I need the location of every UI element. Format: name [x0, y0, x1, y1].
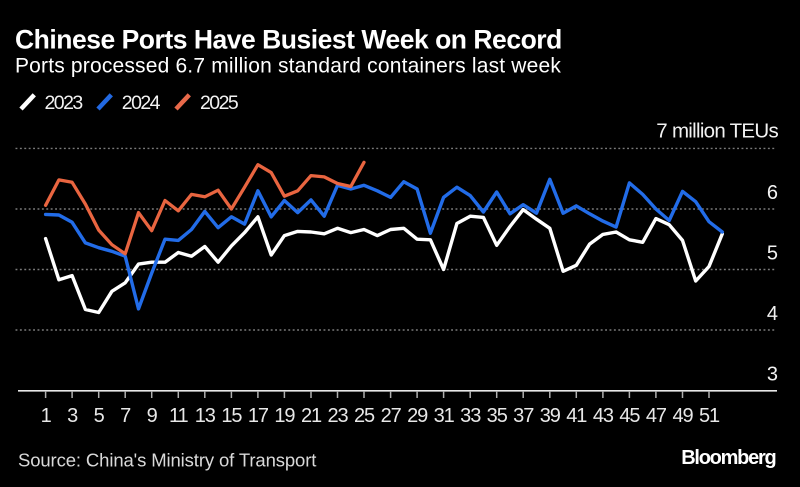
svg-text:Chinese Ports Have Busiest Wee: Chinese Ports Have Busiest Week on Recor…: [15, 25, 562, 55]
svg-text:Bloomberg: Bloomberg: [681, 447, 775, 469]
svg-text:35: 35: [487, 405, 508, 427]
svg-text:49: 49: [672, 405, 693, 427]
svg-text:33: 33: [460, 405, 481, 427]
svg-text:2025: 2025: [200, 92, 239, 114]
svg-text:41: 41: [566, 405, 587, 427]
svg-text:37: 37: [513, 405, 534, 427]
svg-text:13: 13: [195, 405, 216, 427]
svg-text:39: 39: [540, 405, 561, 427]
svg-text:43: 43: [593, 405, 614, 427]
svg-text:17: 17: [248, 405, 269, 427]
svg-text:27: 27: [381, 405, 402, 427]
svg-text:51: 51: [699, 405, 720, 427]
svg-text:23: 23: [327, 405, 348, 427]
svg-text:3: 3: [67, 405, 78, 427]
svg-text:Source: China's Ministry of Tr: Source: China's Ministry of Transport: [18, 450, 316, 471]
svg-text:7 million TEUs: 7 million TEUs: [656, 120, 778, 143]
svg-text:5: 5: [767, 243, 778, 265]
svg-text:19: 19: [274, 405, 295, 427]
svg-text:3: 3: [767, 364, 778, 386]
svg-text:Ports processed 6.7 million st: Ports processed 6.7 million standard con…: [15, 55, 561, 78]
svg-text:25: 25: [354, 405, 375, 427]
svg-text:6: 6: [767, 182, 778, 204]
svg-text:31: 31: [434, 405, 455, 427]
svg-text:2024: 2024: [122, 92, 161, 114]
svg-text:47: 47: [646, 405, 667, 427]
svg-text:29: 29: [407, 405, 428, 427]
svg-text:11: 11: [169, 405, 189, 427]
svg-text:45: 45: [619, 405, 640, 427]
svg-text:21: 21: [301, 405, 322, 427]
svg-text:2023: 2023: [45, 92, 83, 114]
svg-text:15: 15: [221, 405, 242, 427]
svg-text:9: 9: [147, 405, 158, 427]
svg-text:5: 5: [94, 405, 105, 427]
svg-text:4: 4: [767, 303, 778, 325]
svg-text:7: 7: [120, 405, 131, 427]
svg-text:1: 1: [41, 405, 52, 427]
